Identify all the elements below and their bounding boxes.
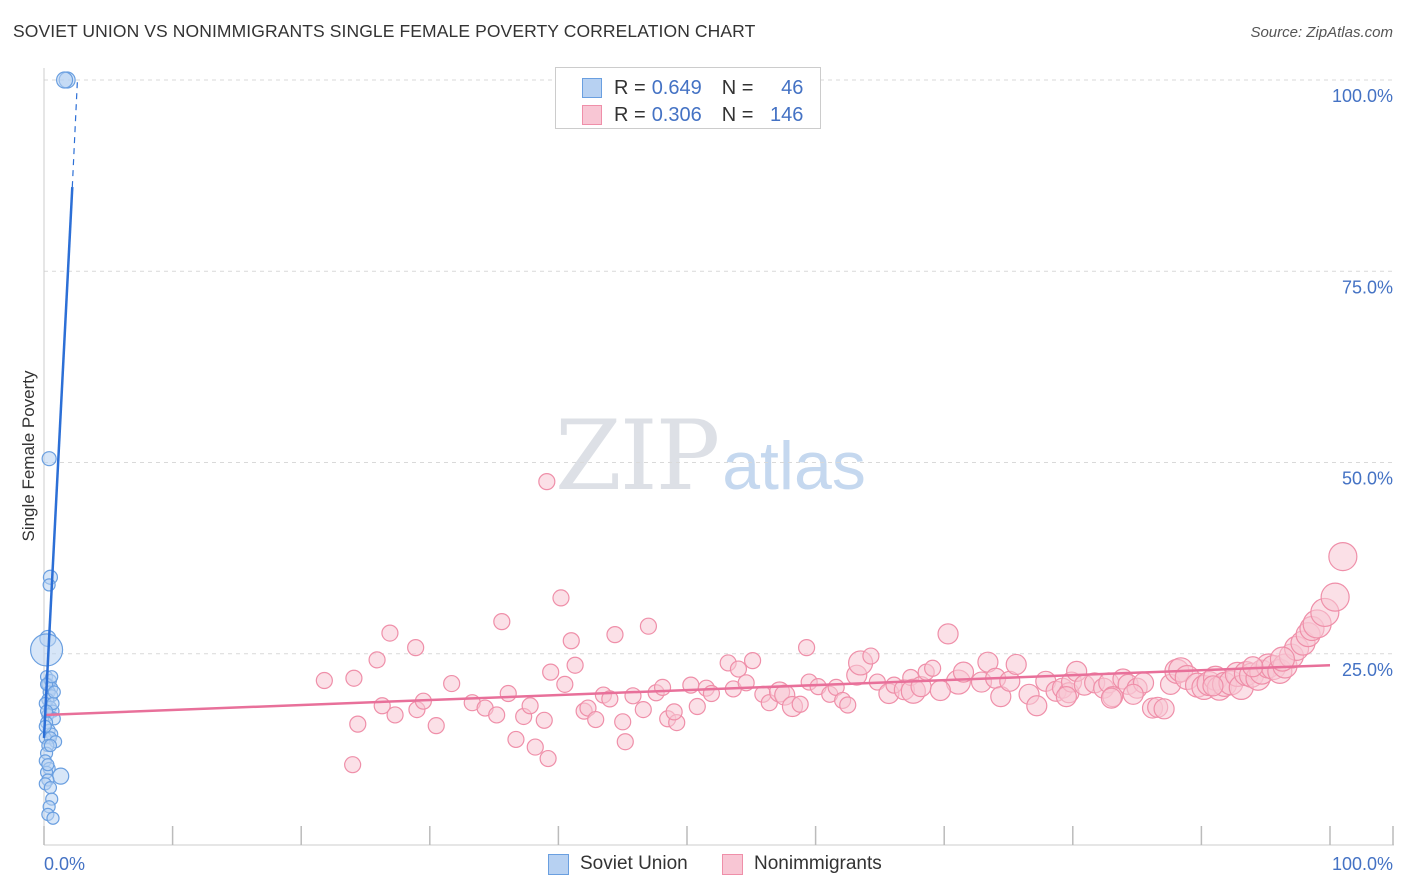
y-tick-label: 50.0% [1342,469,1393,489]
nonimmigrants-point [1100,687,1122,709]
nonimmigrants-point [368,651,386,669]
soviet-union-point [29,633,64,667]
nonimmigrants-point [862,647,880,665]
legend-n-label: N = [721,103,754,126]
bottom-legend-nonimmigrants: Nonimmigrants [722,851,882,877]
nonimmigrants-point [535,711,553,729]
nonimmigrants-point [344,756,362,774]
nonimmigrants-point [1202,675,1224,697]
nonimmigrants-point [729,660,748,678]
nonimmigrants-point [427,717,445,735]
y-tick-label: 25.0% [1342,660,1393,680]
y-tick-label: 100.0% [1332,86,1393,106]
nonimmigrants-point [542,663,560,681]
nonimmigrants-point [616,733,634,751]
nonimmigrants-point [634,700,652,719]
y-tick-label: 75.0% [1342,277,1393,297]
soviet-union-point [41,451,57,467]
nonimmigrants-point [493,613,511,631]
bottom-legend-label-soviet-union: Soviet Union [580,853,688,874]
nonimmigrants-point [929,679,951,702]
nonimmigrants-point [1153,698,1175,720]
nonimmigrants-point [521,697,539,715]
nonimmigrants-point [1026,695,1048,717]
legend-r-value-nonimmigrants: 0.306 [651,103,702,126]
nonimmigrants-point [552,589,570,607]
legend-swatch-soviet-union [582,78,602,98]
legend-swatch-nonimmigrants [582,105,602,125]
nonimmigrants-point [499,684,517,703]
legend-row-nonimmigrants: R = 0.306 N = 146 [582,103,803,127]
nonimmigrants-point [797,639,816,657]
nonimmigrants-point [349,715,367,733]
nonimmigrants-point [653,678,672,697]
nonimmigrants-point [937,623,959,645]
soviet-union-point [41,758,55,772]
nonimmigrants-point [407,639,425,657]
nonimmigrants-point [443,674,461,693]
nonimmigrants-point [386,706,404,724]
bottom-legend-swatch-nonimmigrants [722,853,743,875]
soviet-union-point [42,578,56,592]
soviet-union-point [46,811,60,825]
bottom-legend-soviet-union: Soviet Union [548,851,688,877]
nonimmigrants-point [839,696,857,714]
soviet-union-point [43,738,58,753]
nonimmigrants-point [1269,646,1296,672]
legend-r-label: R = [614,103,646,126]
soviet-union-point [55,71,74,89]
nonimmigrants-point [639,617,658,635]
nonimmigrants-point [539,749,557,768]
correlation-legend: R = 0.649 N = 46 R = 0.306 N = 146 [555,67,821,129]
nonimmigrants-point [665,703,683,721]
source-label: Source: ZipAtlas.com [1250,24,1393,41]
nonimmigrants-point [601,690,619,708]
x-tick-label-min: 0.0% [44,854,85,874]
nonimmigrants-point [566,656,584,674]
soviet-union-trendline [42,187,74,738]
legend-row-soviet-union: R = 0.649 N = 46 [582,76,803,100]
y-axis-title: Single Female Poverty [19,370,38,542]
nonimmigrants-point [538,473,556,491]
nonimmigrants-point [488,706,506,724]
legend-r-value-soviet-union: 0.649 [651,76,702,99]
legend-r-label: R = [614,76,646,99]
nonimmigrants-point [1005,653,1027,676]
nonimmigrants-point [1122,683,1144,705]
soviet-union-point [47,685,61,699]
nonimmigrants-trendline [43,663,1331,717]
soviet-union-point [45,670,59,684]
nonimmigrants-point [624,687,642,705]
nonimmigrants-point [606,626,624,644]
legend-n-label: N = [721,76,754,99]
nonimmigrants-point [952,661,975,683]
nonimmigrants-point [743,652,762,670]
bottom-legend-swatch-soviet-union [548,853,569,875]
soviet-union-point [52,767,70,785]
nonimmigrants-point [688,697,706,716]
nonimmigrants-point [381,624,399,642]
nonimmigrants-point [1320,582,1350,612]
nonimmigrants-point [1328,541,1358,572]
chart-title: SOVIET UNION VS NONIMMIGRANTS SINGLE FEM… [13,21,756,41]
nonimmigrants-point [924,659,942,677]
nonimmigrants-point [562,632,580,650]
nonimmigrants-point [345,669,363,687]
nonimmigrants-point [791,695,809,713]
nonimmigrants-point [556,675,574,693]
legend-n-value-soviet-union: 46 [781,76,804,99]
soviet-union-point [43,781,58,795]
soviet-union-trendline-extension [71,79,79,188]
legend-n-value-nonimmigrants: 146 [770,103,804,126]
nonimmigrants-point [507,730,525,749]
nonimmigrants-point [614,713,632,731]
nonimmigrants-point [1055,685,1077,708]
nonimmigrants-point [587,710,605,729]
nonimmigrants-point [315,671,333,690]
x-tick-label-max: 100.0% [1332,854,1393,874]
bottom-legend-label-nonimmigrants: Nonimmigrants [754,853,882,874]
nonimmigrants-point [526,738,544,756]
